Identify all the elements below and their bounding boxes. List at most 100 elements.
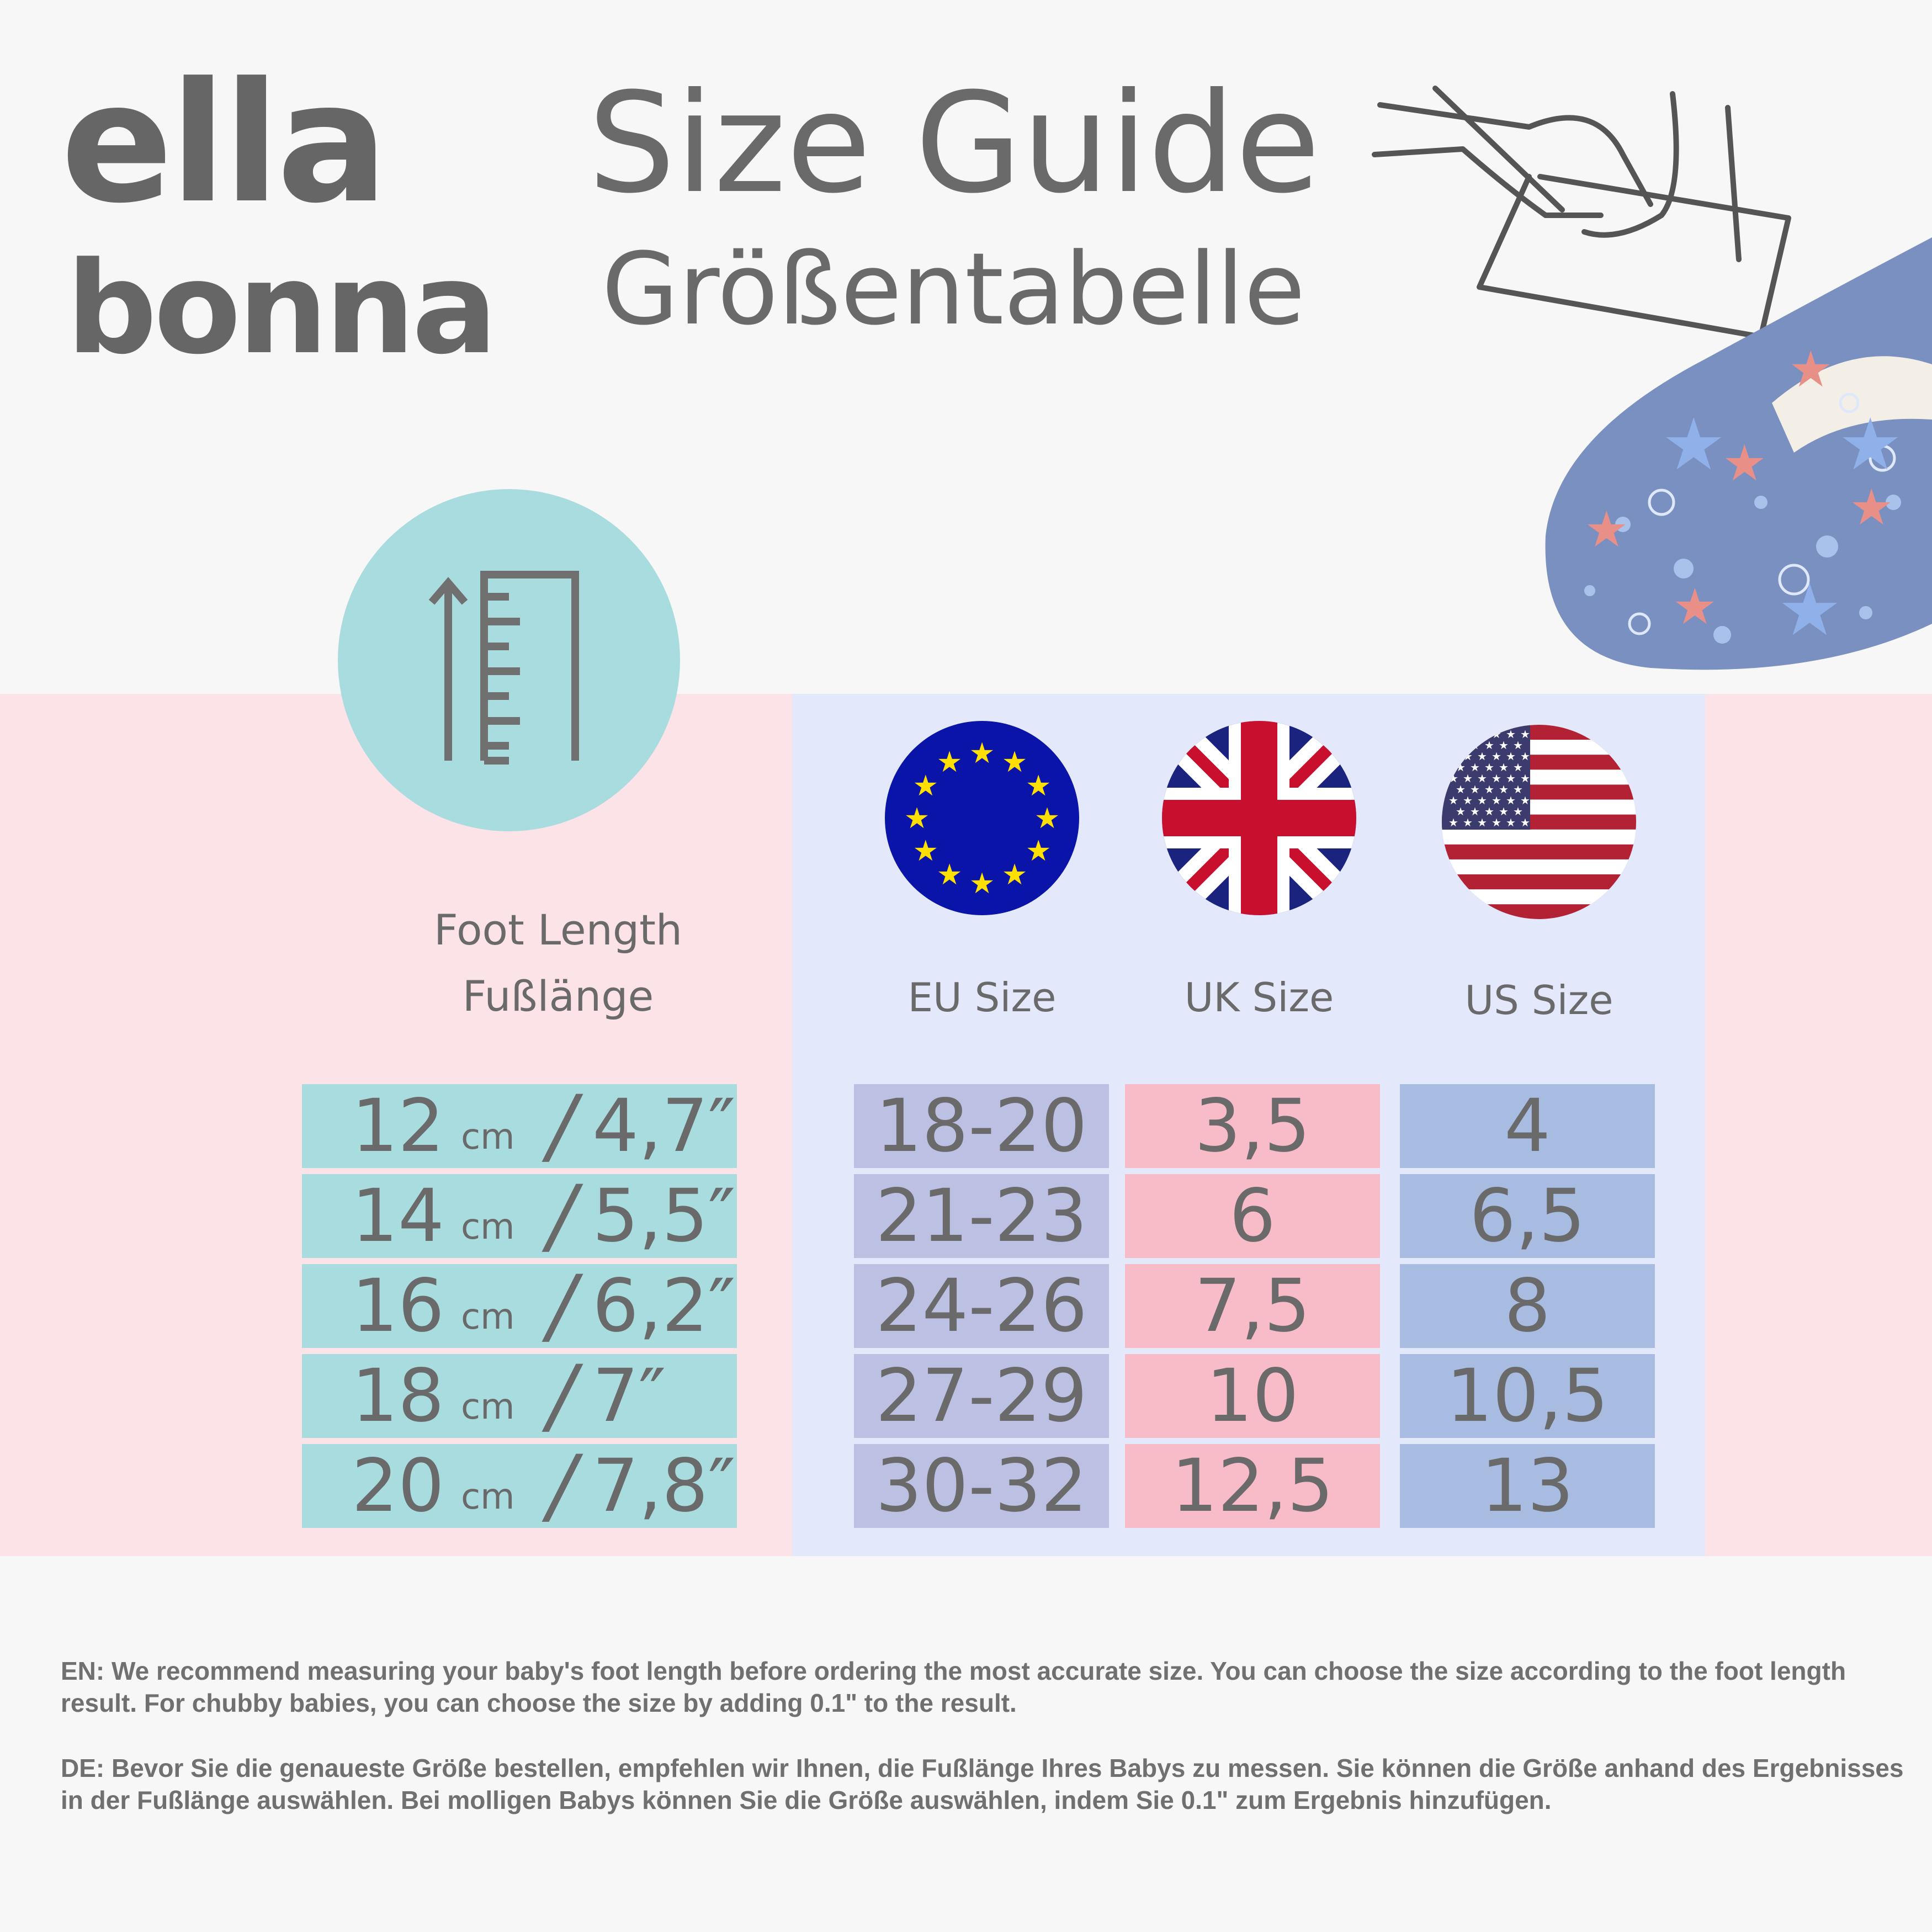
us-star: ★ xyxy=(1477,772,1487,785)
us-star: ★ xyxy=(1492,794,1501,807)
separator: / xyxy=(548,1348,576,1444)
eu-star: ★ xyxy=(1002,746,1028,779)
us-star: ★ xyxy=(1520,728,1530,741)
eu-star: ★ xyxy=(1026,835,1052,868)
us-stripe xyxy=(1442,874,1636,890)
us-size-cell: 6,5 xyxy=(1400,1174,1655,1259)
eu-star: ★ xyxy=(1026,769,1052,803)
brand-logo: ella xyxy=(61,47,389,240)
us-star: ★ xyxy=(1520,816,1530,829)
us-star: ★ xyxy=(1506,794,1516,807)
us-star: ★ xyxy=(1492,772,1501,785)
eu-star: ★ xyxy=(937,858,963,891)
eu-star: ★ xyxy=(912,835,938,868)
eu-star: ★ xyxy=(904,802,930,835)
cm-unit: cm xyxy=(460,1477,515,1517)
eu-size-cell: 18-20 xyxy=(854,1084,1109,1169)
us-star: ★ xyxy=(1513,783,1523,796)
inch-value: 7,8″ xyxy=(592,1443,736,1528)
us-size-header: US Size xyxy=(1464,977,1613,1023)
inch-value: 5,5″ xyxy=(592,1174,736,1259)
us-star: ★ xyxy=(1506,728,1516,741)
us-size-cell: 13 xyxy=(1400,1443,1655,1528)
svg-text:★: ★ xyxy=(1662,402,1726,486)
svg-text:★: ★ xyxy=(1584,501,1629,559)
us-star: ★ xyxy=(1520,772,1530,785)
cm-value: 12 xyxy=(352,1084,444,1169)
us-star: ★ xyxy=(1470,761,1480,774)
svg-text:★: ★ xyxy=(1777,568,1842,652)
us-star: ★ xyxy=(1477,728,1487,741)
svg-text:★: ★ xyxy=(1788,341,1833,399)
inch-value: 4,7″ xyxy=(592,1084,736,1169)
us-star: ★ xyxy=(1492,750,1501,763)
uk-size-cell: 12,5 xyxy=(1125,1443,1380,1528)
us-star: ★ xyxy=(1484,761,1494,774)
uk-flag-icon xyxy=(1162,721,1356,915)
eu-star: ★ xyxy=(1002,858,1028,891)
baby-shoe-illustration: ★★★★★ ★★★ xyxy=(1545,237,1932,670)
eu-star: ★ xyxy=(912,769,938,803)
svg-text:★: ★ xyxy=(1673,578,1717,636)
cm-unit: cm xyxy=(460,1297,515,1337)
foot-length-cell: 18 cm / 7″ xyxy=(302,1348,737,1444)
us-star: ★ xyxy=(1456,739,1466,752)
uk-size-cell: 3,5 xyxy=(1125,1084,1380,1169)
cm-value: 14 xyxy=(352,1174,444,1259)
eu-star: ★ xyxy=(969,867,995,900)
us-star: ★ xyxy=(1463,728,1473,741)
cm-unit: cm xyxy=(460,1207,515,1248)
us-stripe xyxy=(1442,844,1636,859)
brand-logo-line2: bonna xyxy=(66,235,497,383)
us-star: ★ xyxy=(1499,783,1509,796)
page-subtitle: Größentabelle xyxy=(602,232,1305,347)
us-star: ★ xyxy=(1448,728,1458,741)
separator: / xyxy=(548,1078,576,1174)
cm-value: 20 xyxy=(352,1443,444,1528)
us-size-cell: 10,5 xyxy=(1400,1354,1655,1439)
us-star: ★ xyxy=(1520,750,1530,763)
us-star: ★ xyxy=(1448,794,1458,807)
uk-size-header: UK Size xyxy=(1184,974,1334,1021)
svg-text:★: ★ xyxy=(1849,479,1894,537)
us-star: ★ xyxy=(1499,805,1509,818)
uk-size-cell: 6 xyxy=(1125,1174,1380,1259)
eu-star: ★ xyxy=(969,737,995,770)
us-star: ★ xyxy=(1506,750,1516,763)
us-star: ★ xyxy=(1499,761,1509,774)
foot-length-cell: 16 cm / 6,2″ xyxy=(302,1258,737,1354)
us-star: ★ xyxy=(1470,783,1480,796)
us-star: ★ xyxy=(1484,739,1494,752)
us-star: ★ xyxy=(1513,805,1523,818)
us-star: ★ xyxy=(1484,805,1494,818)
svg-text:★: ★ xyxy=(1838,402,1903,486)
separator: / xyxy=(548,1168,576,1264)
eu-size-header: EU Size xyxy=(907,974,1057,1021)
us-star: ★ xyxy=(1463,772,1473,785)
note-de: DE: Bevor Sie die genaueste Größe bestel… xyxy=(61,1754,1904,1814)
us-star: ★ xyxy=(1456,783,1466,796)
svg-text:★: ★ xyxy=(1722,434,1767,492)
foot-length-header: Foot Length xyxy=(433,905,683,954)
cm-value: 16 xyxy=(352,1264,444,1349)
us-star: ★ xyxy=(1506,816,1516,829)
eu-flag-icon: ★ ★★★★★★★★★★★ xyxy=(885,721,1079,915)
us-star: ★ xyxy=(1477,750,1487,763)
uk-size-cell: 10 xyxy=(1125,1354,1380,1439)
us-star: ★ xyxy=(1477,794,1487,807)
eu-star: ★ xyxy=(937,746,963,779)
us-star: ★ xyxy=(1520,794,1530,807)
us-flag-icon: ★ ★ ★ ★ ★ ★★ ★ ★ ★ ★★ ★ ★ ★ ★ ★★ ★ ★ ★ ★★ ★ ★ ★ ★ ★★ ★ ★ ★ ★★ ★ ★ ★ ★ ★★… xyxy=(1442,725,1636,919)
separator: / xyxy=(548,1258,576,1354)
us-star: ★ xyxy=(1448,816,1458,829)
cm-unit: cm xyxy=(460,1387,515,1427)
eu-star: ★ xyxy=(1034,802,1060,835)
cm-unit: cm xyxy=(460,1117,515,1158)
us-star: ★ xyxy=(1506,772,1516,785)
us-star: ★ xyxy=(1484,783,1494,796)
us-star: ★ xyxy=(1513,739,1523,752)
us-star: ★ xyxy=(1499,739,1509,752)
foot-length-cell: 12 cm / 4,7″ xyxy=(302,1078,737,1174)
eu-size-cell: 21-23 xyxy=(854,1174,1109,1259)
us-star: ★ xyxy=(1463,816,1473,829)
